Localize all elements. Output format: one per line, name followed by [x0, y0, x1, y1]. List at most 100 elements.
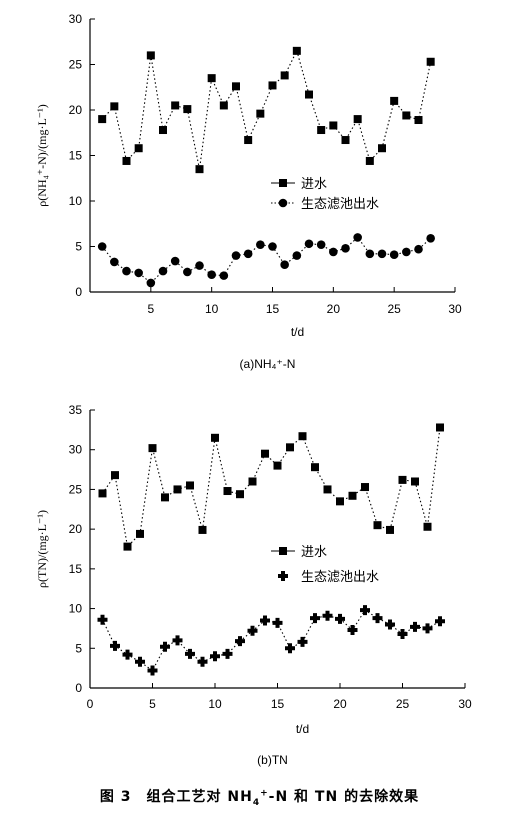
panel1-series1-point-19	[317, 126, 326, 135]
panel1-series1-point-15	[268, 81, 277, 90]
panel2-legend-label-2: 生态滤池出水	[301, 569, 379, 584]
panel2-series2-point-24	[385, 619, 395, 630]
panel2-series1-point-24	[386, 525, 394, 534]
panel1-series2-point-15	[268, 242, 277, 251]
panel2-series1-point-17	[298, 432, 307, 441]
panel1-series1-point-28	[426, 57, 435, 66]
panel1-x-tick-label-25: 25	[387, 302, 401, 316]
panel2-series1-point-legend1	[279, 547, 287, 555]
figure-caption: 图 3 组合工艺对 NH4+-N 和 TN 的去除效果	[0, 786, 519, 808]
panel1-series1-point-20	[329, 121, 338, 130]
panel1-series1-point-22	[353, 115, 362, 124]
panel1-y-tick-label-25: 25	[69, 58, 83, 72]
panel1-series1-point-23	[365, 156, 374, 165]
panel2-series2-point-14	[260, 615, 270, 626]
panel2-x-tick-label-25: 25	[396, 697, 410, 711]
chart-panel-1: 0 5 10 15 20 25 30 5 10 15 20 25 30 t/d ρ(NH₄⁺-N)/(mg·…	[35, 12, 462, 371]
panel2-series1-point-19	[323, 485, 332, 494]
panel2-series1-point-11	[223, 487, 232, 496]
panel2-series1-point-1	[98, 489, 107, 498]
panel2-series2-point-3	[122, 649, 133, 660]
panel2-series1-point-6	[161, 493, 169, 502]
panel2-x-axis-label: t/d	[296, 722, 309, 736]
panel2-series1-point-12	[236, 490, 244, 499]
panel1-x-tick-label-20: 20	[327, 302, 341, 316]
panel2-series2-point-legend1	[278, 571, 288, 581]
panel2-series1-point-26	[411, 477, 419, 486]
panel1-series1-point-7	[171, 101, 180, 110]
panel1-series2-point-18	[304, 239, 314, 249]
panel1-series2-point-5	[146, 278, 156, 288]
panel2-legend-label-1: 进水	[301, 544, 327, 559]
panel2-series2-point-10	[210, 651, 220, 662]
panel2-series2-point-9	[197, 656, 208, 667]
panel1-series2-point-3	[122, 266, 131, 276]
panel1-series2-point-13	[243, 249, 253, 259]
panel1-series1-point-1	[98, 115, 107, 124]
panel2-series2-point-28	[435, 616, 445, 627]
panel1-series2-point-19	[316, 240, 326, 249]
panel2-series1-point-16	[286, 443, 294, 452]
panel1-y-tick-label-30: 30	[69, 12, 83, 26]
caption-prefix: 图 3 组合工艺对 NH	[99, 789, 253, 805]
panel1-series2-point-25	[389, 250, 399, 259]
panel2-series2-point-6	[160, 641, 170, 652]
panel1-series1-point-6	[159, 126, 167, 135]
panel2-series1-point-4	[136, 529, 144, 538]
panel1-series2-point-12	[231, 251, 241, 260]
panel1-series1-point-14	[256, 109, 265, 118]
panel2-series2-point-19	[322, 610, 333, 621]
panel2-x-tick-label-15: 15	[271, 697, 285, 711]
panel2-series2-point-17	[297, 636, 308, 647]
panel2-series1-point-9	[198, 525, 207, 534]
panel1-series1-point-5	[146, 51, 155, 60]
caption-subscript: 4	[252, 797, 261, 808]
panel1-series1-point-10	[207, 74, 216, 83]
panel1-series1-point-27	[414, 116, 423, 125]
panel1-y-tick-label-0: 0	[75, 285, 82, 299]
panel1-series1-point-legend1	[279, 179, 287, 187]
panel1-y-tick-label-15: 15	[69, 149, 83, 163]
panel2-series2-point-4	[135, 656, 145, 667]
panel2-series2-point-18	[310, 613, 320, 624]
panel1-legend-label-2: 生态滤池出水	[301, 196, 379, 211]
panel1-y-axis-label: ρ(NH₄⁺-N)/(mg·L⁻¹)	[35, 104, 49, 206]
caption-superscript: +	[260, 788, 269, 799]
panel2-series2-point-27	[422, 623, 433, 634]
caption-suffix: -N 和 TN 的去除效果	[268, 789, 420, 805]
panel1-series2-point-legend1	[278, 198, 288, 208]
panel1-series2-point-26	[402, 247, 411, 257]
panel2-y-tick-label-30: 30	[69, 443, 83, 457]
panel1-series1-point-8	[183, 105, 192, 114]
panel2-series2-point-21	[347, 625, 358, 636]
panel2-series1-point-28	[436, 423, 444, 432]
panel1-x-axis-label: t/d	[291, 325, 304, 339]
panel1-series2-point-6	[158, 266, 168, 276]
panel1-series1-point-16	[280, 71, 289, 80]
panel2-series2-point-13	[247, 625, 258, 636]
panel1-series1-point-25	[390, 96, 399, 105]
panel1-y-tick-label-10: 10	[69, 194, 83, 208]
panel2-y-tick-label-5: 5	[75, 641, 82, 655]
panel1-series2-point-4	[134, 268, 143, 278]
panel2-y-tick-label-35: 35	[69, 403, 83, 417]
panel1-series1-point-11	[219, 101, 228, 110]
panel1-y-tick-label-5: 5	[75, 240, 82, 254]
panel1-series1-point-4	[134, 144, 143, 153]
panel1-series2-point-7	[170, 256, 180, 266]
panel1-series2-point-21	[341, 244, 350, 253]
panel2-y-tick-label-10: 10	[69, 602, 83, 616]
panel2-x-tick-label-5: 5	[149, 697, 156, 711]
panel2-series-line-1	[102, 427, 441, 548]
panel2-panel-label: (b)TN	[257, 753, 288, 767]
panel1-series1-point-24	[378, 144, 386, 153]
panel1-series2-point-17	[292, 251, 302, 260]
panel1-x-tick-label-30: 30	[448, 302, 462, 316]
panel1-series-line-2	[101, 236, 432, 284]
panel1-series1-point-9	[195, 165, 204, 174]
panel1-x-tick-label-15: 15	[266, 302, 280, 316]
panel2-series1-point-21	[348, 491, 357, 500]
panel1-series1-point-21	[341, 136, 350, 145]
panel1-x-tick-label-10: 10	[205, 302, 219, 316]
